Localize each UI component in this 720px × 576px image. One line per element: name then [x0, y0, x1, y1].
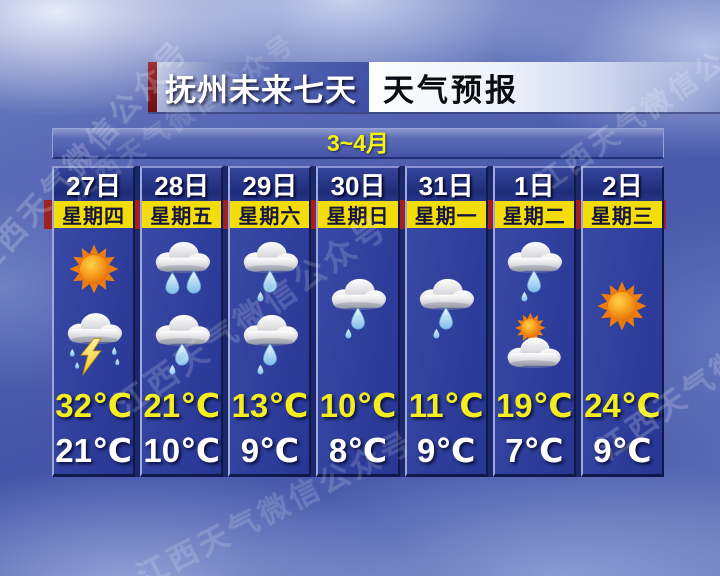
date-label: 27日: [54, 168, 134, 201]
low-temp: 7℃: [505, 432, 564, 469]
low-temp: 9℃: [240, 432, 300, 469]
forecast-subtitle: 天气预报: [369, 62, 720, 112]
light-rain-icon: [235, 234, 305, 304]
date-label: 1日: [494, 168, 574, 201]
high-temp: 21℃: [143, 386, 221, 424]
sunny-icon: [59, 234, 129, 304]
month-range-header: 3~4月: [52, 128, 664, 159]
day-column: 30日 星期日 10℃ 8℃: [316, 166, 400, 477]
weekday-label: 星期六: [230, 201, 310, 228]
weather-icons: [142, 228, 221, 383]
low-temp: 10℃: [143, 432, 221, 469]
date-label: 2日: [582, 168, 662, 201]
high-temp: 13℃: [231, 386, 309, 424]
light-rain-icon: [235, 307, 305, 377]
high-temp: 32℃: [55, 386, 132, 424]
weather-icons: [230, 228, 309, 383]
date-label: 29日: [230, 168, 310, 201]
weekday-label: 星期四: [54, 201, 134, 228]
date-label: 31日: [406, 168, 486, 201]
high-temp: 11℃: [408, 386, 484, 424]
day-column: 31日 星期一 11℃ 9℃: [404, 166, 488, 477]
weather-icons: [318, 228, 397, 383]
forecast-table: 3~4月 27日 星期四 32℃ 21℃ 2: [44, 128, 666, 477]
date-label: 30日: [318, 168, 398, 201]
title-red-stripe: [148, 62, 157, 112]
weekday-label: 星期二: [494, 201, 574, 228]
low-temp: 21℃: [55, 432, 132, 469]
day-column: 28日 星期五 21℃ 10℃: [140, 166, 224, 477]
moderate-rain-icon: [147, 234, 217, 304]
low-temp: 9℃: [593, 432, 652, 469]
day-column: 1日 星期二 19℃ 7℃: [492, 166, 576, 477]
light-rain-icon: [323, 271, 393, 341]
sunny-icon: [587, 271, 657, 341]
high-temp: 24℃: [584, 386, 661, 424]
weekday-label: 星期三: [582, 201, 662, 228]
title-bar: 抚州未来七天 天气预报: [148, 62, 720, 114]
light-rain-icon: [499, 234, 569, 304]
forecast-columns: 27日 星期四 32℃ 21℃ 28日 星期五: [44, 166, 666, 477]
weather-icons: [495, 228, 574, 383]
date-label: 28日: [142, 168, 222, 201]
weekday-label: 星期五: [142, 201, 222, 228]
low-temp: 8℃: [328, 432, 388, 469]
day-column: 29日 星期六 13℃ 9℃: [228, 166, 312, 477]
forecast-title: 抚州未来七天: [157, 62, 369, 112]
high-temp: 19℃: [495, 386, 573, 424]
weather-icons: [407, 228, 486, 383]
low-temp: 9℃: [416, 432, 476, 469]
high-temp: 10℃: [319, 386, 397, 424]
weekday-label: 星期日: [318, 201, 398, 228]
weather-icons: [583, 228, 662, 383]
light-rain-icon: [147, 307, 217, 377]
weekday-label: 星期一: [406, 201, 486, 228]
cloudy-sun-icon: [499, 307, 569, 377]
light-rain-icon: [411, 271, 481, 341]
weather-icons: [54, 228, 133, 383]
day-column: 2日 星期三 24℃ 9℃: [580, 166, 664, 477]
day-column: 27日 星期四 32℃ 21℃: [52, 166, 136, 477]
thunder-shower-icon: [59, 307, 129, 377]
